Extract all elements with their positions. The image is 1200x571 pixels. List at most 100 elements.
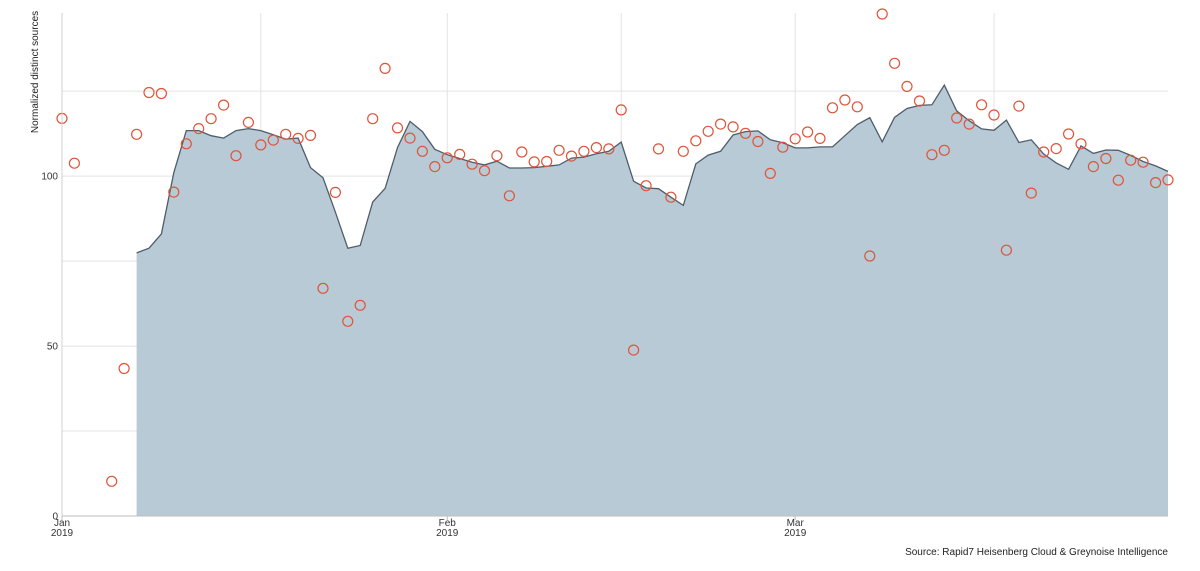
scatter-point — [1025, 187, 1037, 199]
y-tick-label: 0 — [52, 512, 58, 523]
scatter-point — [826, 102, 839, 114]
scatter-point — [690, 135, 702, 147]
scatter-point — [304, 129, 317, 141]
scatter-point — [354, 299, 366, 311]
scatter-point — [1062, 128, 1075, 140]
scatter-point — [466, 158, 478, 170]
scatter-point — [280, 128, 292, 140]
scatter-point — [851, 101, 863, 113]
scatter-point — [578, 145, 590, 157]
scatter-point — [590, 142, 603, 154]
scatter-point — [391, 122, 404, 134]
scatter-point — [1050, 143, 1062, 155]
scatter-point — [739, 127, 752, 139]
scatter-point — [677, 145, 689, 157]
scatter-point — [1125, 154, 1137, 166]
scatter-point — [913, 95, 926, 107]
scatter-point — [230, 150, 242, 162]
scatter-point — [1000, 244, 1013, 256]
scatter-point — [603, 143, 615, 155]
scatter-point — [801, 126, 814, 138]
scatter-point — [131, 128, 143, 140]
scatter-point — [541, 155, 553, 168]
scatter-point — [454, 148, 466, 160]
scatter-point — [1149, 177, 1162, 189]
scatter-point — [317, 282, 329, 294]
scatter-point — [615, 104, 627, 116]
scatter-point — [155, 87, 167, 100]
scatter-point — [652, 143, 665, 155]
scatter-point — [1087, 161, 1100, 173]
scatter-point — [1013, 100, 1025, 112]
scatter-point — [627, 344, 640, 356]
scatter-point — [379, 62, 391, 75]
scatter-point — [528, 156, 540, 168]
scatter-point — [68, 157, 81, 169]
scatter-point — [938, 144, 950, 156]
scatter-point — [839, 94, 851, 106]
scatter-point — [814, 132, 826, 144]
source-note: Source: Rapid7 Heisenberg Cloud & Greyno… — [905, 547, 1168, 558]
scatter-point — [888, 57, 901, 69]
axes — [61, 13, 1168, 517]
scatter-point — [951, 112, 963, 124]
area-series — [136, 85, 1169, 516]
scatter-point — [342, 315, 354, 327]
scatter-point — [267, 134, 279, 146]
scatter-series — [56, 8, 1174, 487]
x-tick-label: Mar — [787, 518, 805, 529]
x-tick-label: Jan — [54, 518, 70, 529]
scatter-point — [864, 250, 876, 262]
scatter-point — [727, 121, 739, 133]
y-tick-label: 50 — [47, 342, 59, 353]
scatter-point — [789, 133, 801, 145]
scatter-point — [329, 186, 341, 198]
scatter-point — [901, 80, 913, 93]
scatter-point — [1112, 174, 1124, 186]
scatter-point — [205, 113, 217, 125]
y-axis-label: Normalized distinct sources — [30, 11, 41, 133]
scatter-point — [367, 113, 379, 125]
scatter-point — [143, 86, 155, 99]
scatter-point — [416, 145, 428, 157]
scatter-point — [565, 150, 578, 162]
scatter-point — [441, 152, 453, 164]
scatter-point — [1100, 152, 1112, 165]
scatter-point — [404, 132, 416, 144]
scatter-point — [975, 99, 988, 111]
x-tick-label: Feb — [439, 518, 457, 529]
scatter-point — [503, 190, 515, 202]
scatter-point — [752, 135, 764, 148]
scatter-point — [193, 123, 205, 135]
scatter-point — [1038, 146, 1050, 158]
scatter-point — [553, 144, 565, 156]
y-tick-label: 100 — [41, 172, 58, 183]
scatter-point — [118, 362, 130, 375]
scatter-point — [926, 149, 938, 161]
scatter-point — [1137, 156, 1149, 168]
scatter-point — [292, 132, 304, 144]
scatter-point — [665, 191, 677, 203]
x-tick-sublabel: 2019 — [436, 528, 459, 539]
scatter-point — [963, 118, 975, 130]
scatter-point — [516, 146, 528, 158]
scatter-point — [478, 165, 491, 177]
scatter-point — [218, 99, 230, 111]
area-series-line — [136, 83, 1169, 254]
scatter-point — [491, 150, 503, 162]
scatter-point — [255, 139, 267, 151]
y-tick-labels: 0 50 100 — [41, 172, 58, 523]
scatter-point — [876, 8, 888, 20]
scatter-point — [702, 125, 714, 137]
scatter-point — [180, 138, 192, 150]
scatter-point — [777, 141, 789, 153]
scatter-point — [1162, 174, 1174, 186]
scatter-point — [168, 186, 180, 198]
scatter-point — [1075, 138, 1087, 150]
scatter-point — [242, 116, 254, 129]
scatter-point — [640, 180, 652, 192]
x-tick-sublabel: 2019 — [784, 528, 807, 539]
scatter-point — [988, 109, 1000, 121]
